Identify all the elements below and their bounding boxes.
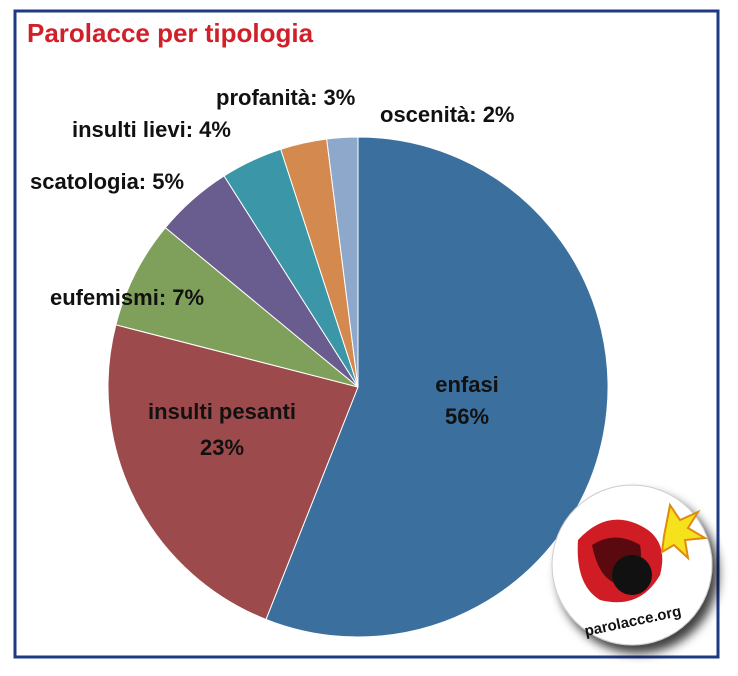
slice-label: scatologia: 5% xyxy=(30,169,184,194)
pie-slice xyxy=(115,226,359,388)
labels: enfasi 56% insulti pesanti 23% eufemismi: 7%… xyxy=(30,85,515,460)
slice-label: insulti pesanti xyxy=(148,399,296,424)
slice-label: 56% xyxy=(445,404,489,429)
slice-label: insulti lievi: 4% xyxy=(72,117,231,142)
slice-label: oscenità: 2% xyxy=(380,102,515,127)
logo: parolacce.org xyxy=(551,484,713,646)
logo-bomb xyxy=(612,555,652,595)
chart-title: Parolacce per tipologia xyxy=(27,18,314,48)
pie-slice xyxy=(265,136,609,638)
slice-label: 23% xyxy=(200,435,244,460)
pie xyxy=(107,136,609,638)
pie-slice xyxy=(107,324,359,621)
pie-slice xyxy=(326,136,359,388)
slice-label: profanità: 3% xyxy=(216,85,355,110)
logo-spark xyxy=(660,502,709,561)
slice-label: eufemismi: 7% xyxy=(50,285,204,310)
slice-label: enfasi xyxy=(435,372,499,397)
